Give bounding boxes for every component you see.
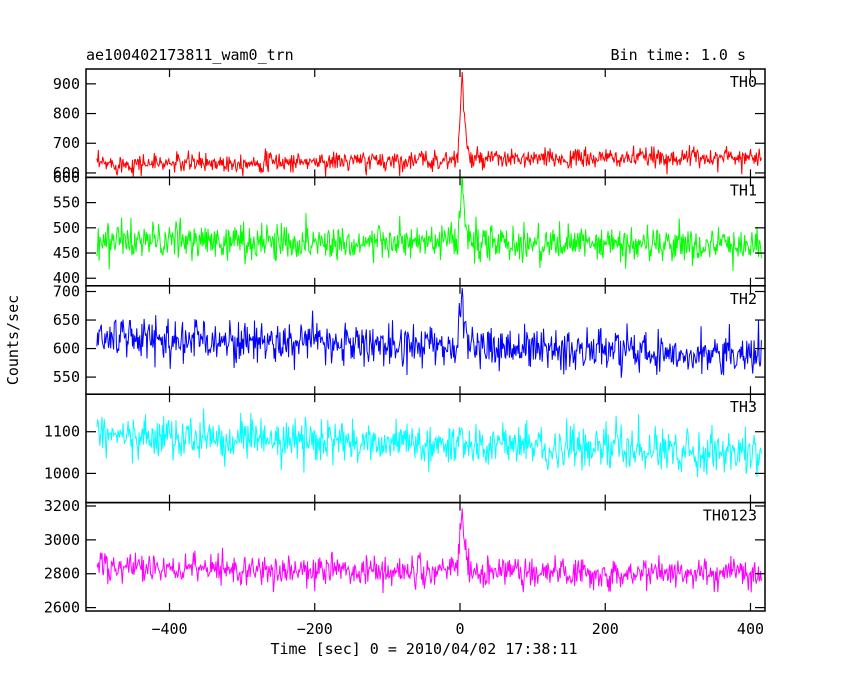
y-tick-label: 450 [53, 244, 80, 262]
series-line-th3 [96, 408, 762, 478]
y-tick-label: 550 [53, 368, 80, 386]
panel-frame [85, 501, 766, 612]
bin-time-label: Bin time: 1.0 s [611, 46, 746, 64]
x-axis-title: Time [sec] 0 = 2010/04/02 17:38:11 [270, 640, 577, 658]
y-tick-label: 800 [53, 105, 80, 123]
panel-th0123: 2600 2800 3000 3200 TH0123 [44, 497, 766, 617]
panel-th0: 600 700 800 900 TH0 [53, 68, 766, 182]
series-line-th1 [96, 177, 762, 272]
panel-th1: 400 450 500 550 600 TH1 [53, 168, 766, 287]
x-tick-label: −400 [151, 620, 187, 638]
x-tick-label: −200 [297, 620, 333, 638]
y-tick-label: 2600 [44, 599, 80, 617]
panel-label: TH1 [730, 181, 757, 199]
panel-th2: 550 600 650 700 TH2 [53, 283, 766, 395]
y-tick-label: 3000 [44, 531, 80, 549]
y-tick-label: 650 [53, 311, 80, 329]
series-line-th2 [96, 288, 762, 378]
y-tick-label: 700 [53, 134, 80, 152]
y-tick-label: 600 [53, 168, 80, 186]
x-tick-label: 0 [455, 620, 464, 638]
panel-label: TH3 [730, 398, 757, 416]
x-tick-label: 400 [737, 620, 764, 638]
y-tick-label: 500 [53, 219, 80, 237]
y-tick-label: 1000 [44, 464, 80, 482]
x-axis: −400 −200 0 200 400 [151, 620, 764, 638]
panel-th3: 1000 1100 TH3 [44, 393, 766, 504]
x-tick-label: 200 [592, 620, 619, 638]
y-tick-label: 600 [53, 340, 80, 358]
y-tick-label: 700 [53, 283, 80, 301]
panel-label: TH2 [730, 290, 757, 308]
y-tick-label: 550 [53, 194, 80, 212]
panel-frame [85, 285, 766, 395]
y-tick-label: 1100 [44, 423, 80, 441]
y-tick-label: 400 [53, 269, 80, 287]
series-line-th0 [96, 71, 762, 177]
y-axis-title: Counts/sec [4, 295, 22, 385]
panel-label: TH0 [730, 73, 757, 91]
plot-title: ae100402173811_wam0_trn [86, 46, 294, 64]
y-tick-label: 2800 [44, 565, 80, 583]
y-tick-label: 600 [53, 164, 80, 182]
y-tick-label: 900 [53, 75, 80, 93]
y-tick-label: 3200 [44, 497, 80, 515]
panel-frame [85, 176, 766, 287]
panel-label: TH0123 [703, 507, 757, 525]
series-line-th0123 [96, 508, 762, 594]
